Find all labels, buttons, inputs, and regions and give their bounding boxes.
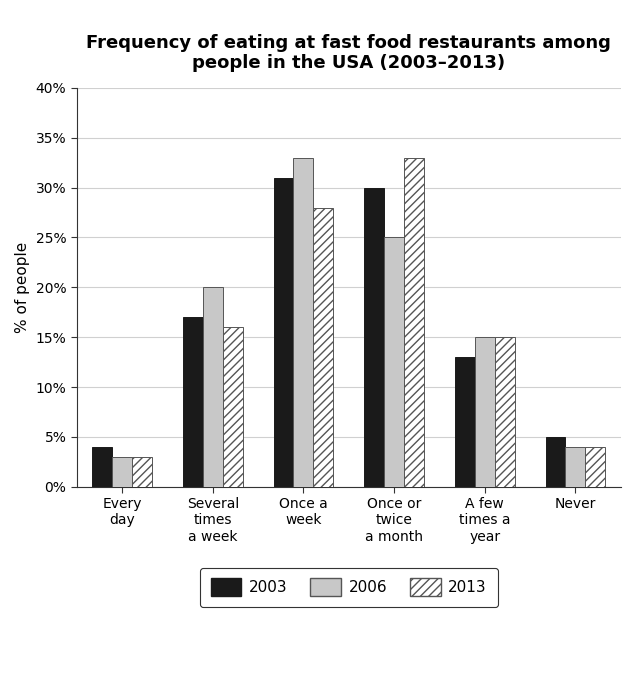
Title: Frequency of eating at fast food restaurants among
people in the USA (2003–2013): Frequency of eating at fast food restaur… — [86, 34, 611, 72]
Bar — [495, 337, 515, 487]
Bar — [294, 158, 314, 487]
Bar — [384, 237, 404, 487]
Bar — [273, 178, 294, 487]
Bar — [203, 287, 223, 487]
Bar — [314, 208, 333, 487]
Bar — [183, 317, 203, 487]
Bar — [223, 327, 243, 487]
Legend: 2003, 2006, 2013: 2003, 2006, 2013 — [200, 568, 498, 606]
Bar — [475, 337, 495, 487]
Bar — [545, 437, 566, 487]
Bar — [566, 447, 586, 487]
Bar — [586, 447, 605, 487]
Bar — [404, 158, 424, 487]
Bar — [364, 187, 384, 487]
Bar — [92, 447, 112, 487]
Bar — [112, 457, 132, 487]
Bar — [132, 457, 152, 487]
Y-axis label: % of people: % of people — [15, 242, 30, 333]
Bar — [455, 357, 475, 487]
